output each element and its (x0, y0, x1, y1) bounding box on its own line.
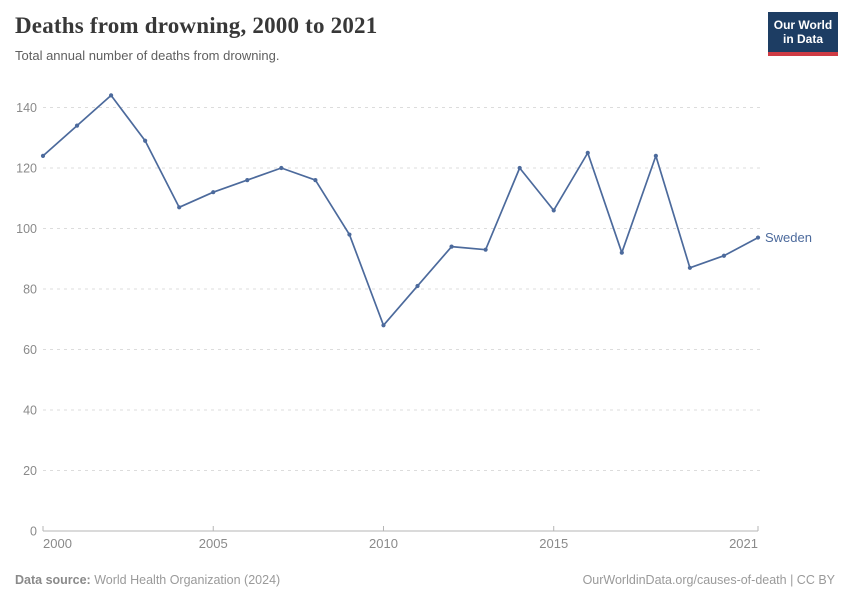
data-point-2000[interactable] (40, 153, 46, 158)
x-axis-label-2005: 2005 (199, 536, 228, 551)
chart-title: Deaths from drowning, 2000 to 2021 (15, 13, 378, 38)
data-point-2010[interactable] (381, 323, 386, 328)
y-axis-label-20: 20 (23, 464, 37, 478)
data-point-2009[interactable] (347, 232, 352, 237)
data-point-2018[interactable] (653, 153, 658, 158)
data-point-2013[interactable] (483, 247, 488, 252)
x-axis-label-2000: 2000 (43, 536, 72, 551)
y-axis-label-120: 120 (16, 162, 37, 176)
data-point-2021[interactable] (755, 235, 761, 240)
data-point-2006[interactable] (245, 178, 250, 183)
license-link[interactable]: OurWorldinData.org/causes-of-death | CC … (582, 573, 835, 587)
line-chart[interactable]: 0 20 40 60 80 100 120 140 2000 2005 2010 2015 2021 Sw… (0, 85, 850, 570)
data-source-label: Data source: (15, 573, 91, 587)
data-point-2003[interactable] (143, 138, 148, 143)
y-axis-label-140: 140 (16, 101, 37, 115)
y-axis-label-100: 100 (16, 222, 37, 236)
series-line-sweden[interactable] (42, 94, 759, 327)
owid-logo[interactable]: Our World in Data (768, 12, 838, 56)
data-point-2015[interactable] (551, 208, 556, 213)
chart-subtitle: Total annual number of deaths from drown… (15, 48, 280, 63)
data-source-text: World Health Organization (2024) (94, 573, 281, 587)
data-point-2008[interactable] (313, 178, 318, 183)
x-axis-label-2021: 2021 (729, 536, 758, 551)
data-point-2007[interactable] (279, 165, 284, 171)
chart-footer: Data source: World Health Organization (… (15, 573, 835, 587)
owid-logo-line2: in Data (782, 31, 823, 46)
y-axis-label-0: 0 (30, 525, 37, 539)
owid-logo-line1: Our World (773, 18, 833, 32)
data-point-2004[interactable] (177, 205, 182, 210)
y-axis-label-40: 40 (23, 404, 37, 418)
data-point-2014[interactable] (517, 165, 522, 171)
data-point-2019[interactable] (687, 265, 693, 270)
data-point-2011[interactable] (415, 283, 420, 289)
chart-header: Deaths from drowning, 2000 to 2021 Total… (15, 13, 750, 63)
data-point-2002[interactable] (108, 93, 114, 98)
y-axis-label-60: 60 (23, 343, 37, 357)
data-point-2005[interactable] (211, 190, 216, 195)
series-label-sweden[interactable]: Sweden (765, 230, 812, 245)
data-point-2012[interactable] (449, 244, 454, 249)
x-axis-label-2015: 2015 (539, 536, 568, 551)
data-point-2017[interactable] (619, 250, 624, 255)
data-source: Data source: World Health Organization (… (15, 573, 280, 587)
data-point-2020[interactable] (721, 253, 727, 258)
y-axis-label-80: 80 (23, 283, 37, 297)
data-point-2016[interactable] (585, 150, 590, 155)
x-axis-label-2010: 2010 (369, 536, 398, 551)
data-point-2001[interactable] (74, 123, 80, 128)
